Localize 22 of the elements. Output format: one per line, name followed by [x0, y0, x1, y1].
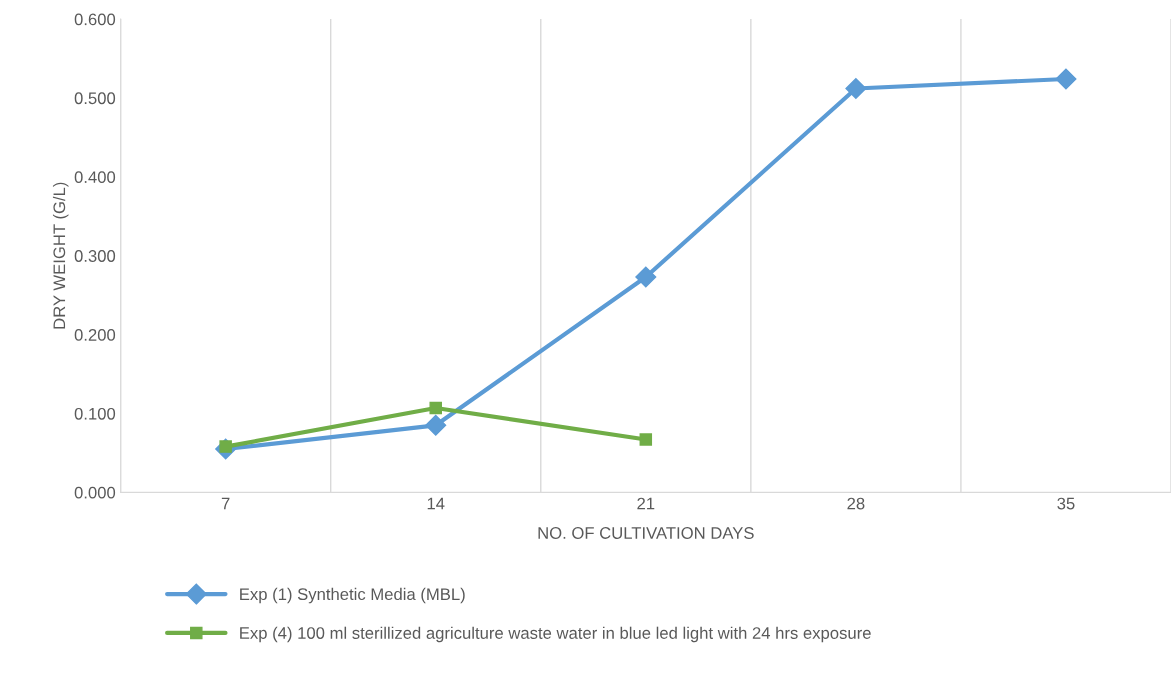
y-tick-label: 0.200	[74, 329, 116, 341]
y-tick-label: 0.500	[74, 92, 116, 105]
y-tick-label: 0.400	[74, 171, 116, 184]
x-tick-label: 35	[1057, 497, 1075, 510]
legend-label: Exp (4) 100 ml sterillized agriculture waste water in blue led light with 24 hrs exposure	[240, 626, 871, 643]
point	[429, 401, 442, 415]
y-axis-title: DRY WEIGHT (G/L)	[52, 182, 69, 329]
point	[639, 433, 653, 446]
point	[635, 266, 657, 288]
point	[425, 414, 447, 436]
y-tick-label: 0.300	[74, 250, 116, 262]
y-tick-label: 0.100	[74, 407, 116, 420]
point	[845, 77, 867, 100]
x-axis-title: NO. OF CULTIVATION DAYS	[538, 527, 754, 539]
point	[1055, 68, 1077, 90]
x-tick-label: 7	[221, 497, 230, 510]
y-tick-label: 0.600	[74, 13, 116, 26]
y-tick-label: 0.000	[74, 486, 116, 499]
x-tick-label: 14	[427, 497, 445, 510]
x-tick-label: 28	[847, 497, 865, 510]
legend-label: Exp (1) Synthetic Media (MBL)	[240, 587, 465, 604]
x-tick-label: 21	[637, 497, 655, 510]
